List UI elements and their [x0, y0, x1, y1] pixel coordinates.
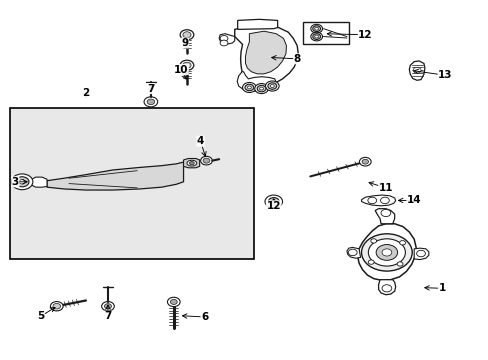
Circle shape	[144, 97, 158, 107]
Polygon shape	[346, 247, 360, 258]
Circle shape	[271, 200, 276, 203]
Circle shape	[416, 250, 425, 257]
Polygon shape	[357, 224, 415, 280]
Circle shape	[381, 249, 391, 256]
Circle shape	[220, 40, 227, 46]
Circle shape	[11, 174, 33, 190]
Text: 5: 5	[37, 311, 44, 321]
Text: 9: 9	[181, 38, 188, 48]
Text: 13: 13	[437, 70, 452, 80]
Circle shape	[200, 156, 212, 165]
Text: 7: 7	[104, 311, 111, 321]
Ellipse shape	[189, 162, 194, 165]
Text: 1: 1	[437, 283, 445, 293]
Circle shape	[381, 285, 391, 292]
Circle shape	[367, 260, 373, 264]
Text: 11: 11	[378, 183, 392, 193]
Circle shape	[361, 234, 411, 271]
Circle shape	[367, 197, 376, 204]
Polygon shape	[234, 26, 298, 86]
Text: 4: 4	[197, 136, 204, 146]
Circle shape	[15, 177, 29, 187]
Text: 2: 2	[82, 88, 89, 98]
Circle shape	[270, 85, 274, 87]
Text: 3: 3	[12, 177, 19, 187]
Circle shape	[244, 84, 253, 91]
Text: 8: 8	[293, 54, 300, 64]
Circle shape	[50, 302, 63, 311]
Polygon shape	[361, 195, 395, 206]
Circle shape	[312, 26, 320, 32]
Circle shape	[310, 24, 322, 33]
Polygon shape	[245, 31, 286, 74]
Text: 12: 12	[266, 201, 281, 211]
Text: 6: 6	[201, 312, 208, 322]
Circle shape	[380, 210, 390, 217]
Circle shape	[53, 303, 61, 309]
Circle shape	[19, 180, 25, 184]
Circle shape	[167, 297, 180, 307]
Circle shape	[183, 62, 191, 68]
Circle shape	[242, 82, 256, 93]
Circle shape	[102, 302, 114, 311]
Circle shape	[203, 158, 209, 163]
Circle shape	[412, 67, 420, 73]
Circle shape	[170, 300, 177, 305]
Circle shape	[267, 83, 276, 89]
Polygon shape	[47, 162, 183, 190]
Circle shape	[268, 198, 279, 206]
Circle shape	[254, 84, 268, 94]
Circle shape	[264, 195, 282, 208]
Circle shape	[314, 35, 318, 38]
Bar	[10, 108, 254, 259]
Polygon shape	[237, 72, 276, 91]
Circle shape	[257, 85, 265, 92]
Circle shape	[180, 30, 193, 40]
Circle shape	[259, 87, 263, 90]
Text: 14: 14	[406, 195, 421, 206]
Circle shape	[104, 304, 111, 309]
Polygon shape	[183, 158, 199, 168]
Polygon shape	[408, 61, 424, 80]
Text: 7: 7	[147, 84, 154, 94]
Circle shape	[247, 86, 251, 89]
Circle shape	[396, 262, 402, 266]
Text: 10: 10	[174, 64, 188, 75]
Polygon shape	[378, 280, 395, 295]
Polygon shape	[237, 19, 277, 30]
Circle shape	[183, 32, 191, 38]
Ellipse shape	[186, 160, 196, 166]
Text: 12: 12	[357, 30, 372, 40]
Circle shape	[312, 34, 320, 40]
Circle shape	[370, 239, 376, 243]
Polygon shape	[219, 34, 234, 44]
Circle shape	[347, 249, 356, 256]
Circle shape	[375, 244, 397, 260]
Circle shape	[310, 32, 322, 41]
Circle shape	[380, 197, 388, 204]
Circle shape	[314, 27, 318, 30]
Circle shape	[265, 81, 279, 91]
Polygon shape	[413, 248, 428, 260]
Circle shape	[220, 36, 227, 41]
Bar	[303, 22, 348, 44]
Circle shape	[180, 60, 193, 70]
Polygon shape	[30, 177, 47, 187]
Circle shape	[361, 159, 368, 164]
Circle shape	[399, 240, 405, 245]
Polygon shape	[374, 209, 394, 224]
Circle shape	[359, 157, 370, 166]
Circle shape	[367, 239, 405, 266]
Circle shape	[147, 99, 154, 105]
